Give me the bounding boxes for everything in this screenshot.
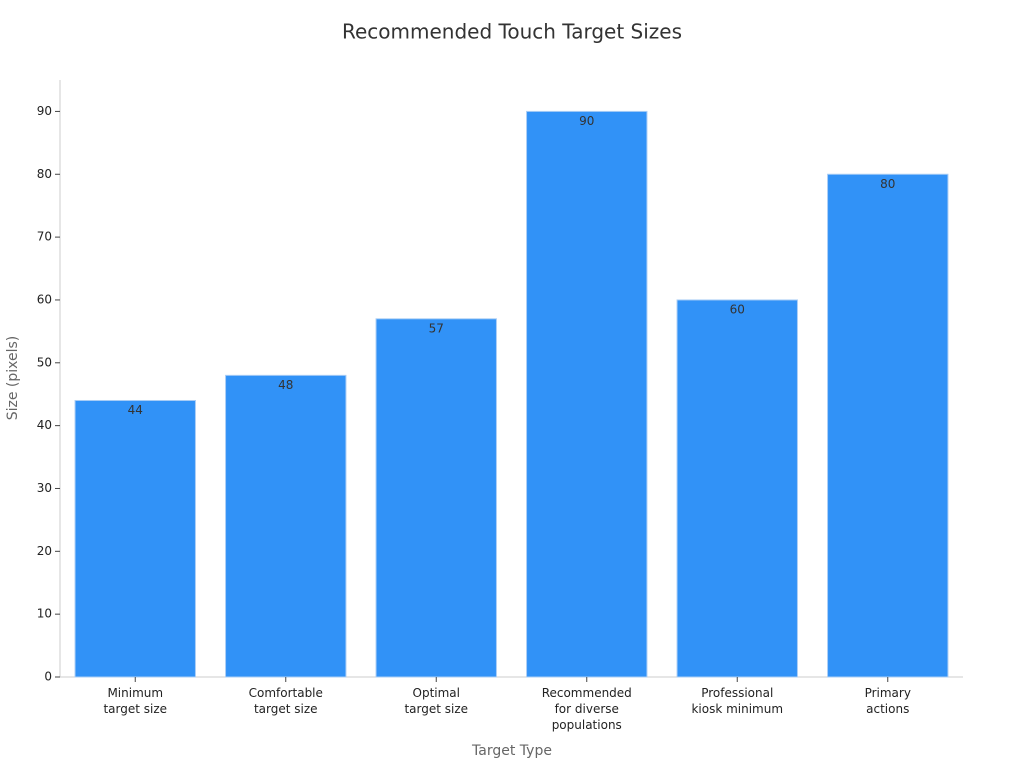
y-tick-label: 90 [37, 104, 52, 118]
value-label: 48 [278, 378, 293, 392]
value-label: 60 [730, 302, 745, 316]
y-tick-label: 70 [37, 230, 52, 244]
value-label: 44 [128, 403, 143, 417]
value-label: 57 [429, 321, 444, 335]
value-label: 90 [579, 114, 594, 128]
y-tick-label: 50 [37, 355, 52, 369]
x-tick-label: Primary actions [865, 686, 911, 716]
x-tick-label: Optimal target size [404, 686, 468, 716]
chart-title: Recommended Touch Target Sizes [342, 20, 682, 44]
bar [827, 173, 949, 678]
y-tick-label: 80 [37, 167, 52, 181]
y-tick-label: 20 [37, 544, 52, 558]
y-tick-label: 10 [37, 607, 52, 621]
y-tick-label: 0 [44, 670, 52, 684]
x-tick-label: Minimum target size [103, 686, 167, 716]
bar [225, 374, 347, 678]
x-tick-label: Professional kiosk minimum [691, 686, 783, 716]
x-axis-label: Target Type [471, 743, 552, 759]
bar [375, 318, 497, 678]
y-tick-label: 60 [37, 292, 52, 306]
bar [74, 399, 196, 678]
bar [676, 299, 798, 678]
x-tick-label: Recommended for diverse populations [542, 686, 632, 732]
x-tick-label: Comfortable target size [249, 686, 323, 716]
bar [526, 110, 648, 678]
y-tick-label: 40 [37, 418, 52, 432]
y-tick-label: 30 [37, 481, 52, 495]
y-axis-label: Size (pixels) [5, 336, 21, 421]
value-label: 80 [880, 177, 895, 191]
